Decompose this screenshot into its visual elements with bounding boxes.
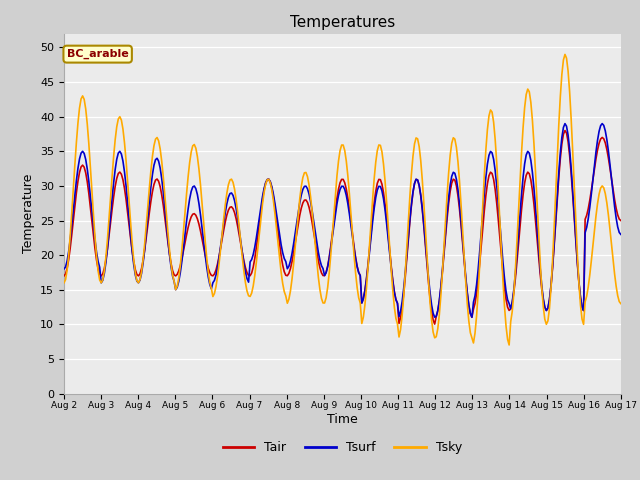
Y-axis label: Temperature: Temperature [22, 174, 35, 253]
Text: BC_arable: BC_arable [67, 49, 129, 59]
X-axis label: Time: Time [327, 413, 358, 426]
Title: Temperatures: Temperatures [290, 15, 395, 30]
Legend: Tair, Tsurf, Tsky: Tair, Tsurf, Tsky [218, 436, 467, 459]
